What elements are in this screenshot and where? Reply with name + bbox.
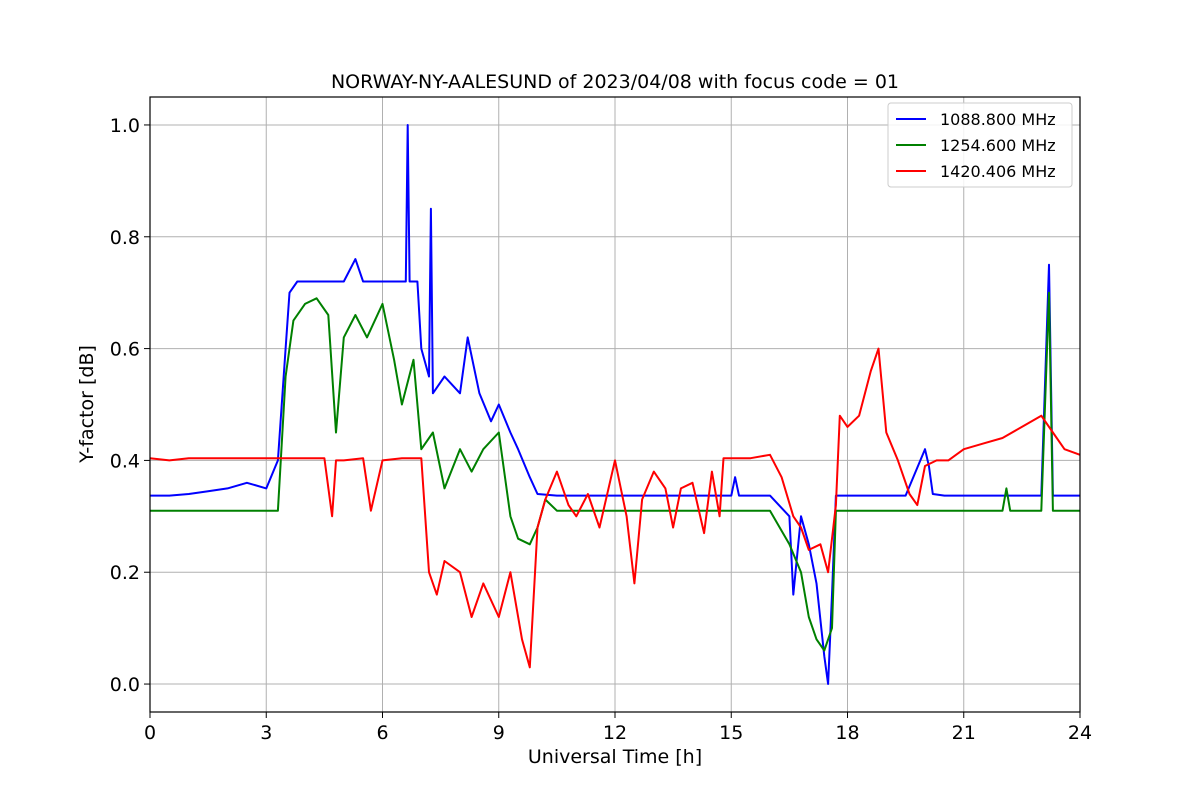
x-tick-label: 15 [719,722,743,744]
chart-title: NORWAY-NY-AALESUND of 2023/04/08 with fo… [331,71,899,93]
x-tick-label: 6 [376,722,388,744]
legend-box [887,102,1073,188]
x-tick-label: 9 [493,722,505,744]
legend-label: 1420.406 MHz [940,162,1056,181]
legend: 1088.800 MHz 1254.600 MHz 1420.406 MHz [887,102,1073,188]
y-tick-label: 0.6 [110,339,140,361]
legend-label: 1088.800 MHz [940,110,1056,129]
series-line-0 [150,124,1080,685]
y-tick-label: 0.4 [110,450,140,472]
y-tick-label: 1.0 [110,115,140,137]
ticks: 0 3 6 9 12 15 18 21 24 0.0 0.2 0.4 0.6 0.8 1.0 [110,115,1092,744]
x-tick-label: 18 [835,722,859,744]
x-tick-label: 12 [603,722,627,744]
x-tick-label: 24 [1068,722,1092,744]
y-tick-label: 0.0 [110,674,140,696]
x-tick-label: 0 [144,722,156,744]
y-tick-label: 0.8 [110,227,140,249]
legend-label: 1254.600 MHz [940,136,1056,155]
series-line-2 [149,347,1081,669]
x-tick-label: 3 [260,722,272,744]
x-axis-label: Universal Time [h] [528,746,702,768]
y-axis-label: Y-factor [dB] [76,345,98,464]
series-line-1 [150,291,1080,652]
x-tick-label: 21 [952,722,976,744]
series-layer [149,124,1081,685]
y-tick-label: 0.2 [110,562,140,584]
